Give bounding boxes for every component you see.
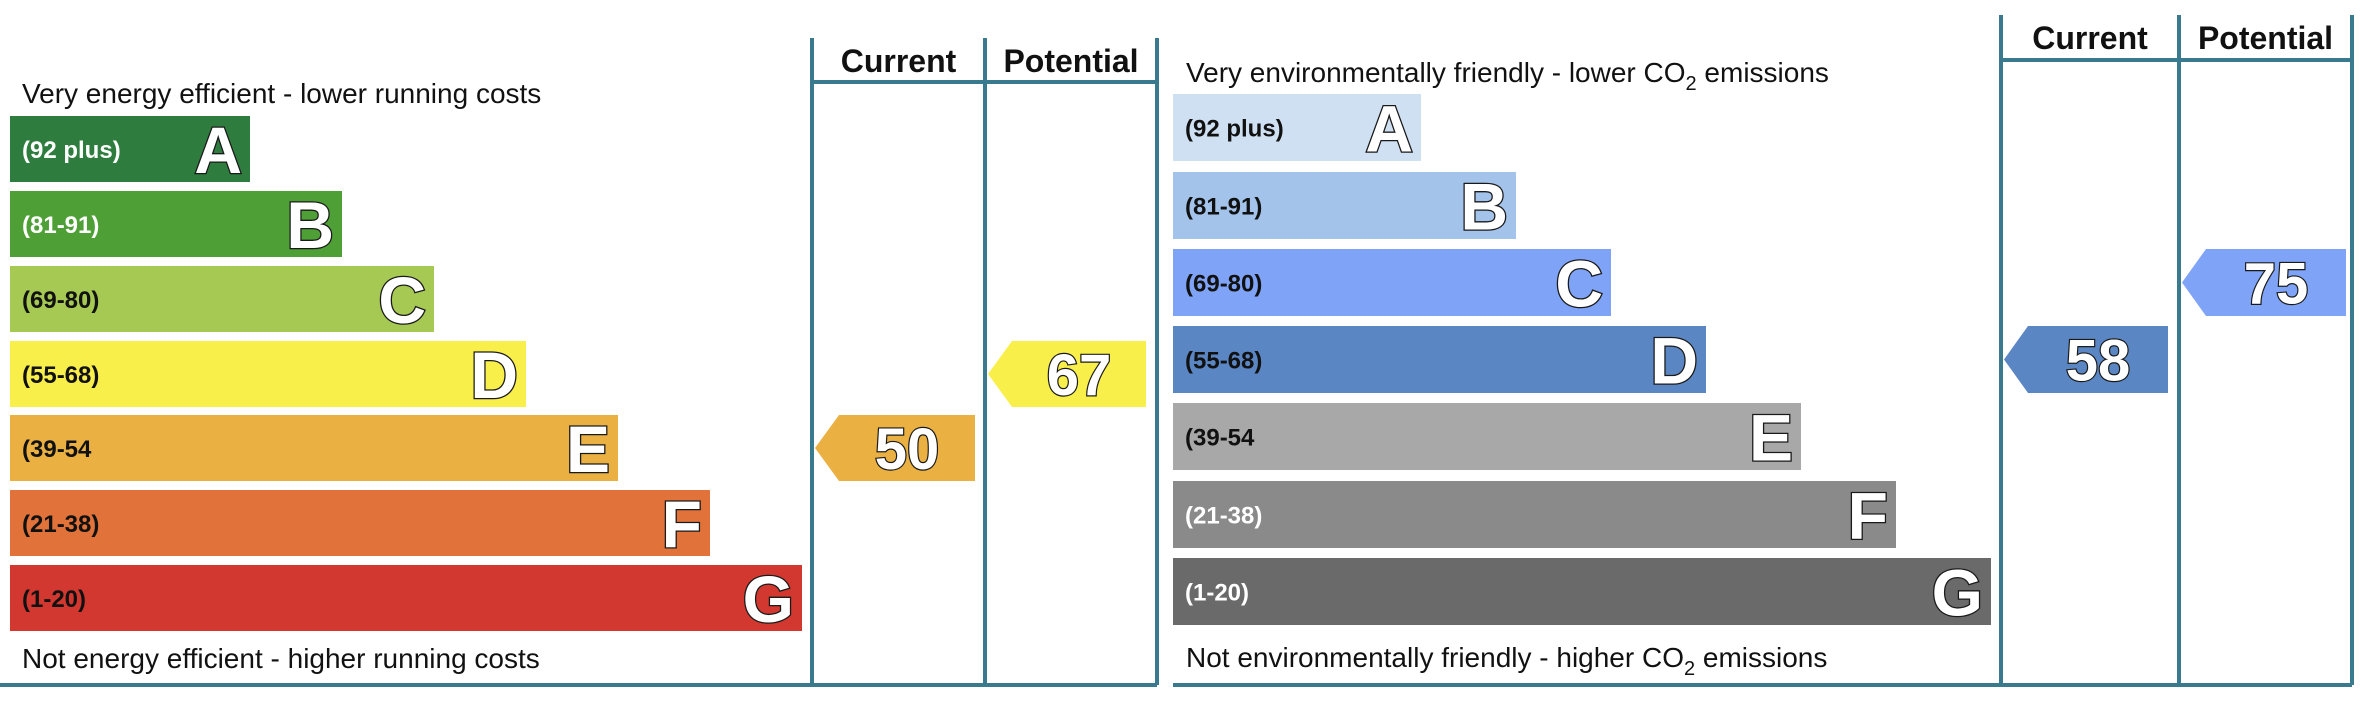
energy-band-f-range: (21-38) (22, 511, 99, 538)
co2-band-g (1173, 558, 1991, 625)
co2-band-c-range: (69-80) (1185, 271, 1262, 298)
energy-chart: Current Potential Very energy efficient - … (0, 38, 1159, 687)
energy-band-g-range: (1-20) (22, 586, 86, 613)
co2-bottom-caption-subscript: 2 (1684, 658, 1695, 680)
co2-band-e-letter: E (1749, 401, 1793, 475)
energy-band-g-letter: G (743, 562, 794, 636)
co2-band-e (1173, 403, 1801, 470)
co2-band-f-letter: F (1848, 479, 1888, 553)
co2-current-rating-value: 58 (2066, 329, 2131, 394)
energy-band-f-letter: F (662, 487, 702, 561)
co2-band-d-letter: D (1650, 324, 1698, 398)
co2-band-d-range: (55-68) (1185, 348, 1262, 375)
energy-band-a-range: (92 plus) (22, 137, 121, 164)
co2-current-header: Current (2032, 20, 2148, 56)
energy-band-d-letter: D (470, 338, 518, 412)
co2-top-caption-subscript: 2 (1686, 73, 1697, 95)
co2-potential-header: Potential (2198, 20, 2333, 56)
co2-band-e-range: (39-54 (1185, 425, 1255, 452)
co2-bottom-caption: Not environmentally friendly - higher CO… (1186, 642, 1827, 680)
energy-band-c-letter: C (378, 263, 426, 337)
co2-band-g-letter: G (1932, 556, 1983, 630)
co2-band-g-range: (1-20) (1185, 580, 1249, 607)
co2-band-c-letter: C (1555, 247, 1603, 321)
energy-top-caption: Very energy efficient - lower running co… (22, 78, 541, 109)
co2-band-b-range: (81-91) (1185, 194, 1262, 221)
energy-potential-rating-arrow (988, 341, 1146, 407)
energy-potential-rating-value: 67 (1047, 343, 1112, 408)
co2-bottom-caption-tail: emissions (1695, 642, 1827, 673)
energy-band-d (10, 341, 526, 407)
co2-band-f-range: (21-38) (1185, 503, 1262, 530)
co2-band-b (1173, 172, 1516, 239)
energy-current-header: Current (841, 43, 957, 79)
co2-top-caption: Very environmentally friendly - lower CO… (1186, 57, 1829, 95)
energy-band-c (10, 266, 434, 332)
energy-band-e-letter: E (566, 412, 610, 486)
energy-band-a-letter: A (194, 113, 242, 187)
co2-potential-rating-arrow (2182, 249, 2346, 316)
energy-band-c-range: (69-80) (22, 287, 99, 314)
energy-band-b-letter: B (286, 188, 334, 262)
energy-potential-header: Potential (1003, 43, 1138, 79)
energy-bottom-caption: Not energy efficient - higher running co… (22, 643, 540, 674)
co2-band-a (1173, 94, 1421, 161)
energy-band-e-range: (39-54 (22, 436, 92, 463)
co2-band-f (1173, 481, 1896, 548)
co2-band-c (1173, 249, 1611, 316)
co2-band-a-letter: A (1365, 92, 1413, 166)
energy-current-rating-arrow (815, 415, 975, 481)
co2-band-b-letter: B (1460, 170, 1508, 244)
energy-band-e (10, 415, 618, 481)
co2-potential-rating-value: 75 (2244, 252, 2309, 317)
energy-band-a (10, 116, 250, 182)
co2-band-d (1173, 326, 1706, 393)
co2-current-rating-arrow (2004, 326, 2168, 393)
co2-band-a-range: (92 plus) (1185, 116, 1284, 143)
co2-top-caption-tail: emissions (1697, 57, 1829, 88)
energy-band-d-range: (55-68) (22, 362, 99, 389)
energy-band-b (10, 191, 342, 257)
energy-band-b-range: (81-91) (22, 212, 99, 239)
energy-current-rating-value: 50 (875, 417, 940, 482)
energy-band-f (10, 490, 710, 556)
energy-band-g (10, 565, 802, 631)
co2-chart: Current Potential Very environmentally fri… (1173, 15, 2354, 687)
